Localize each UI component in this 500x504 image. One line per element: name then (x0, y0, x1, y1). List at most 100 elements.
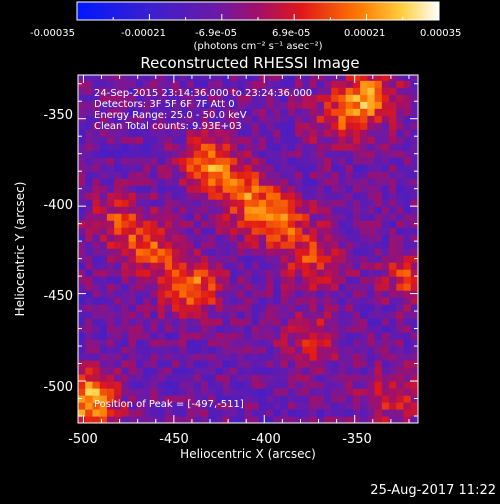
heatmap-cell (99, 143, 108, 151)
heatmap-cell (164, 101, 173, 109)
heatmap-cell (200, 157, 209, 165)
heatmap-cell (164, 290, 173, 298)
heatmap-cell (338, 374, 347, 382)
heatmap-cell (78, 353, 86, 361)
heatmap-cell (251, 388, 260, 396)
heatmap-cell (287, 136, 296, 144)
heatmap-cell (389, 353, 397, 361)
heatmap-cell (396, 108, 405, 116)
heatmap-cell (237, 220, 245, 228)
heatmap-cell (244, 136, 253, 144)
heatmap-cell (128, 101, 137, 109)
heatmap-cell (403, 283, 412, 291)
heatmap-cell (280, 80, 289, 88)
heatmap-cell (360, 101, 368, 109)
heatmap-cell (374, 297, 383, 305)
heatmap-cell (309, 318, 318, 326)
heatmap-cell (323, 255, 332, 263)
heatmap-cell (389, 416, 397, 423)
heatmap-cell (251, 283, 260, 291)
heatmap-cell (186, 276, 195, 284)
heatmap-cell (106, 192, 115, 200)
heatmap-cell (186, 227, 195, 235)
heatmap-cell (244, 416, 253, 423)
heatmap-cell (410, 129, 418, 137)
heatmap-cell (316, 199, 325, 207)
heatmap-cell (85, 346, 94, 354)
heatmap-cell (345, 388, 354, 396)
heatmap-cell (338, 255, 347, 263)
heatmap-cell (164, 80, 173, 88)
heatmap-cell (331, 283, 340, 291)
heatmap-cell (78, 136, 86, 144)
heatmap-cell (295, 241, 303, 249)
heatmap-cell (396, 381, 405, 389)
heatmap-cell (352, 297, 361, 305)
heatmap-cell (208, 388, 217, 396)
heatmap-cell (345, 297, 354, 305)
heatmap-cell (157, 276, 166, 284)
heatmap-cell (302, 297, 311, 305)
heatmap-cell (266, 276, 274, 284)
heatmap-cell (345, 234, 354, 242)
heatmap-cell (323, 346, 332, 354)
heatmap-cell (114, 262, 122, 270)
x-tick-label: -400 (251, 432, 281, 447)
heatmap-cell (352, 395, 361, 403)
heatmap-cell (338, 87, 347, 95)
heatmap-cell (179, 416, 188, 423)
heatmap-cell (237, 297, 245, 305)
heatmap-cell (266, 353, 274, 361)
heatmap-cell (345, 360, 354, 368)
heatmap-cell (360, 94, 368, 102)
heatmap-cell (381, 87, 390, 95)
heatmap-cell (237, 339, 245, 347)
heatmap-cell (403, 150, 412, 158)
heatmap-cell (367, 171, 376, 179)
heatmap-cell (280, 227, 289, 235)
heatmap-cell (193, 143, 202, 151)
heatmap-cell (309, 157, 318, 165)
heatmap-cell (323, 129, 332, 137)
heatmap-cell (331, 136, 340, 144)
heatmap-cell (222, 143, 231, 151)
heatmap-cell (367, 136, 376, 144)
heatmap-cell (302, 136, 311, 144)
heatmap-cell (309, 234, 318, 242)
heatmap-cell (215, 318, 224, 326)
heatmap-cell (150, 346, 159, 354)
heatmap-cell (200, 381, 209, 389)
heatmap-cell (389, 94, 397, 102)
heatmap-cell (150, 402, 159, 410)
heatmap-cell (389, 381, 397, 389)
heatmap-cell (258, 192, 267, 200)
heatmap-cell (92, 234, 101, 242)
heatmap-cell (143, 157, 151, 165)
heatmap-cell (338, 206, 347, 214)
heatmap-cell (280, 318, 289, 326)
heatmap-cell (273, 241, 282, 249)
heatmap-cell (389, 346, 397, 354)
annotations: 24-Sep-2015 23:14:36.000 to 23:24:36.000… (94, 88, 312, 410)
heatmap-cell (222, 381, 231, 389)
heatmap-cell (99, 402, 108, 410)
heatmap-cell (360, 206, 368, 214)
heatmap-cell (352, 311, 361, 319)
heatmap-cell (381, 346, 390, 354)
heatmap-cell (186, 290, 195, 298)
heatmap-cell (208, 367, 217, 375)
heatmap-cell (143, 136, 151, 144)
heatmap-cell (229, 283, 238, 291)
heatmap-cell (143, 255, 151, 263)
heatmap-cell (92, 192, 101, 200)
heatmap-cell (200, 129, 209, 137)
heatmap-cell (150, 136, 159, 144)
heatmap-cell (338, 192, 347, 200)
heatmap-cell (164, 332, 173, 340)
heatmap-cell (193, 262, 202, 270)
heatmap-cell (367, 129, 376, 137)
heatmap-cell (237, 213, 245, 221)
heatmap-cell (222, 115, 231, 123)
heatmap-cell (251, 122, 260, 130)
heatmap-cell (99, 213, 108, 221)
